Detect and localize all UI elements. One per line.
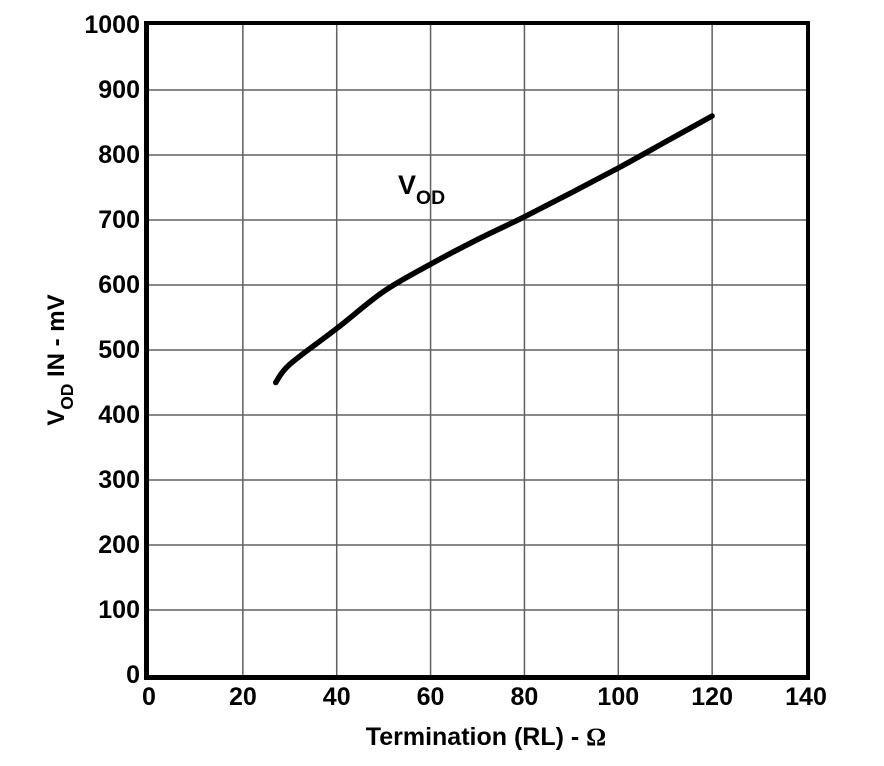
y-tick-label: 900: [98, 76, 140, 104]
plot-svg: [149, 25, 806, 675]
y-tick-label: 700: [98, 206, 140, 234]
y-tick-label: 200: [98, 531, 140, 559]
x-tick-label: 60: [416, 683, 445, 711]
y-tick-label: 500: [98, 336, 140, 364]
x-axis-title-text: Termination (RL) -: [365, 723, 587, 751]
x-tick-label: 20: [228, 683, 257, 711]
x-tick-label: 40: [322, 683, 351, 711]
y-tick-label: 800: [98, 141, 140, 169]
x-axis-title: Termination (RL) - Ω: [366, 723, 606, 752]
x-tick-label: 100: [597, 683, 640, 711]
y-tick-label: 0: [126, 661, 140, 689]
y-tick-label: 300: [98, 466, 140, 494]
y-tick-label: 100: [98, 596, 140, 624]
x-tick-label: 80: [510, 683, 539, 711]
series-curve-vod: [272, 113, 715, 386]
y-tick-label: 400: [98, 401, 140, 429]
y-tick-label: 1000: [84, 11, 140, 39]
x-tick-label: 140: [785, 683, 827, 711]
series-label-symbol: V: [398, 170, 417, 200]
x-tick-label: 120: [691, 683, 733, 711]
plot-area: [144, 21, 810, 680]
series-label-subscript: OD: [416, 186, 446, 209]
x-tick-label: 0: [142, 683, 156, 711]
y-tick-label: 600: [98, 271, 140, 299]
series-label-vod: VOD: [398, 170, 445, 208]
omega-symbol: Ω: [586, 724, 607, 751]
